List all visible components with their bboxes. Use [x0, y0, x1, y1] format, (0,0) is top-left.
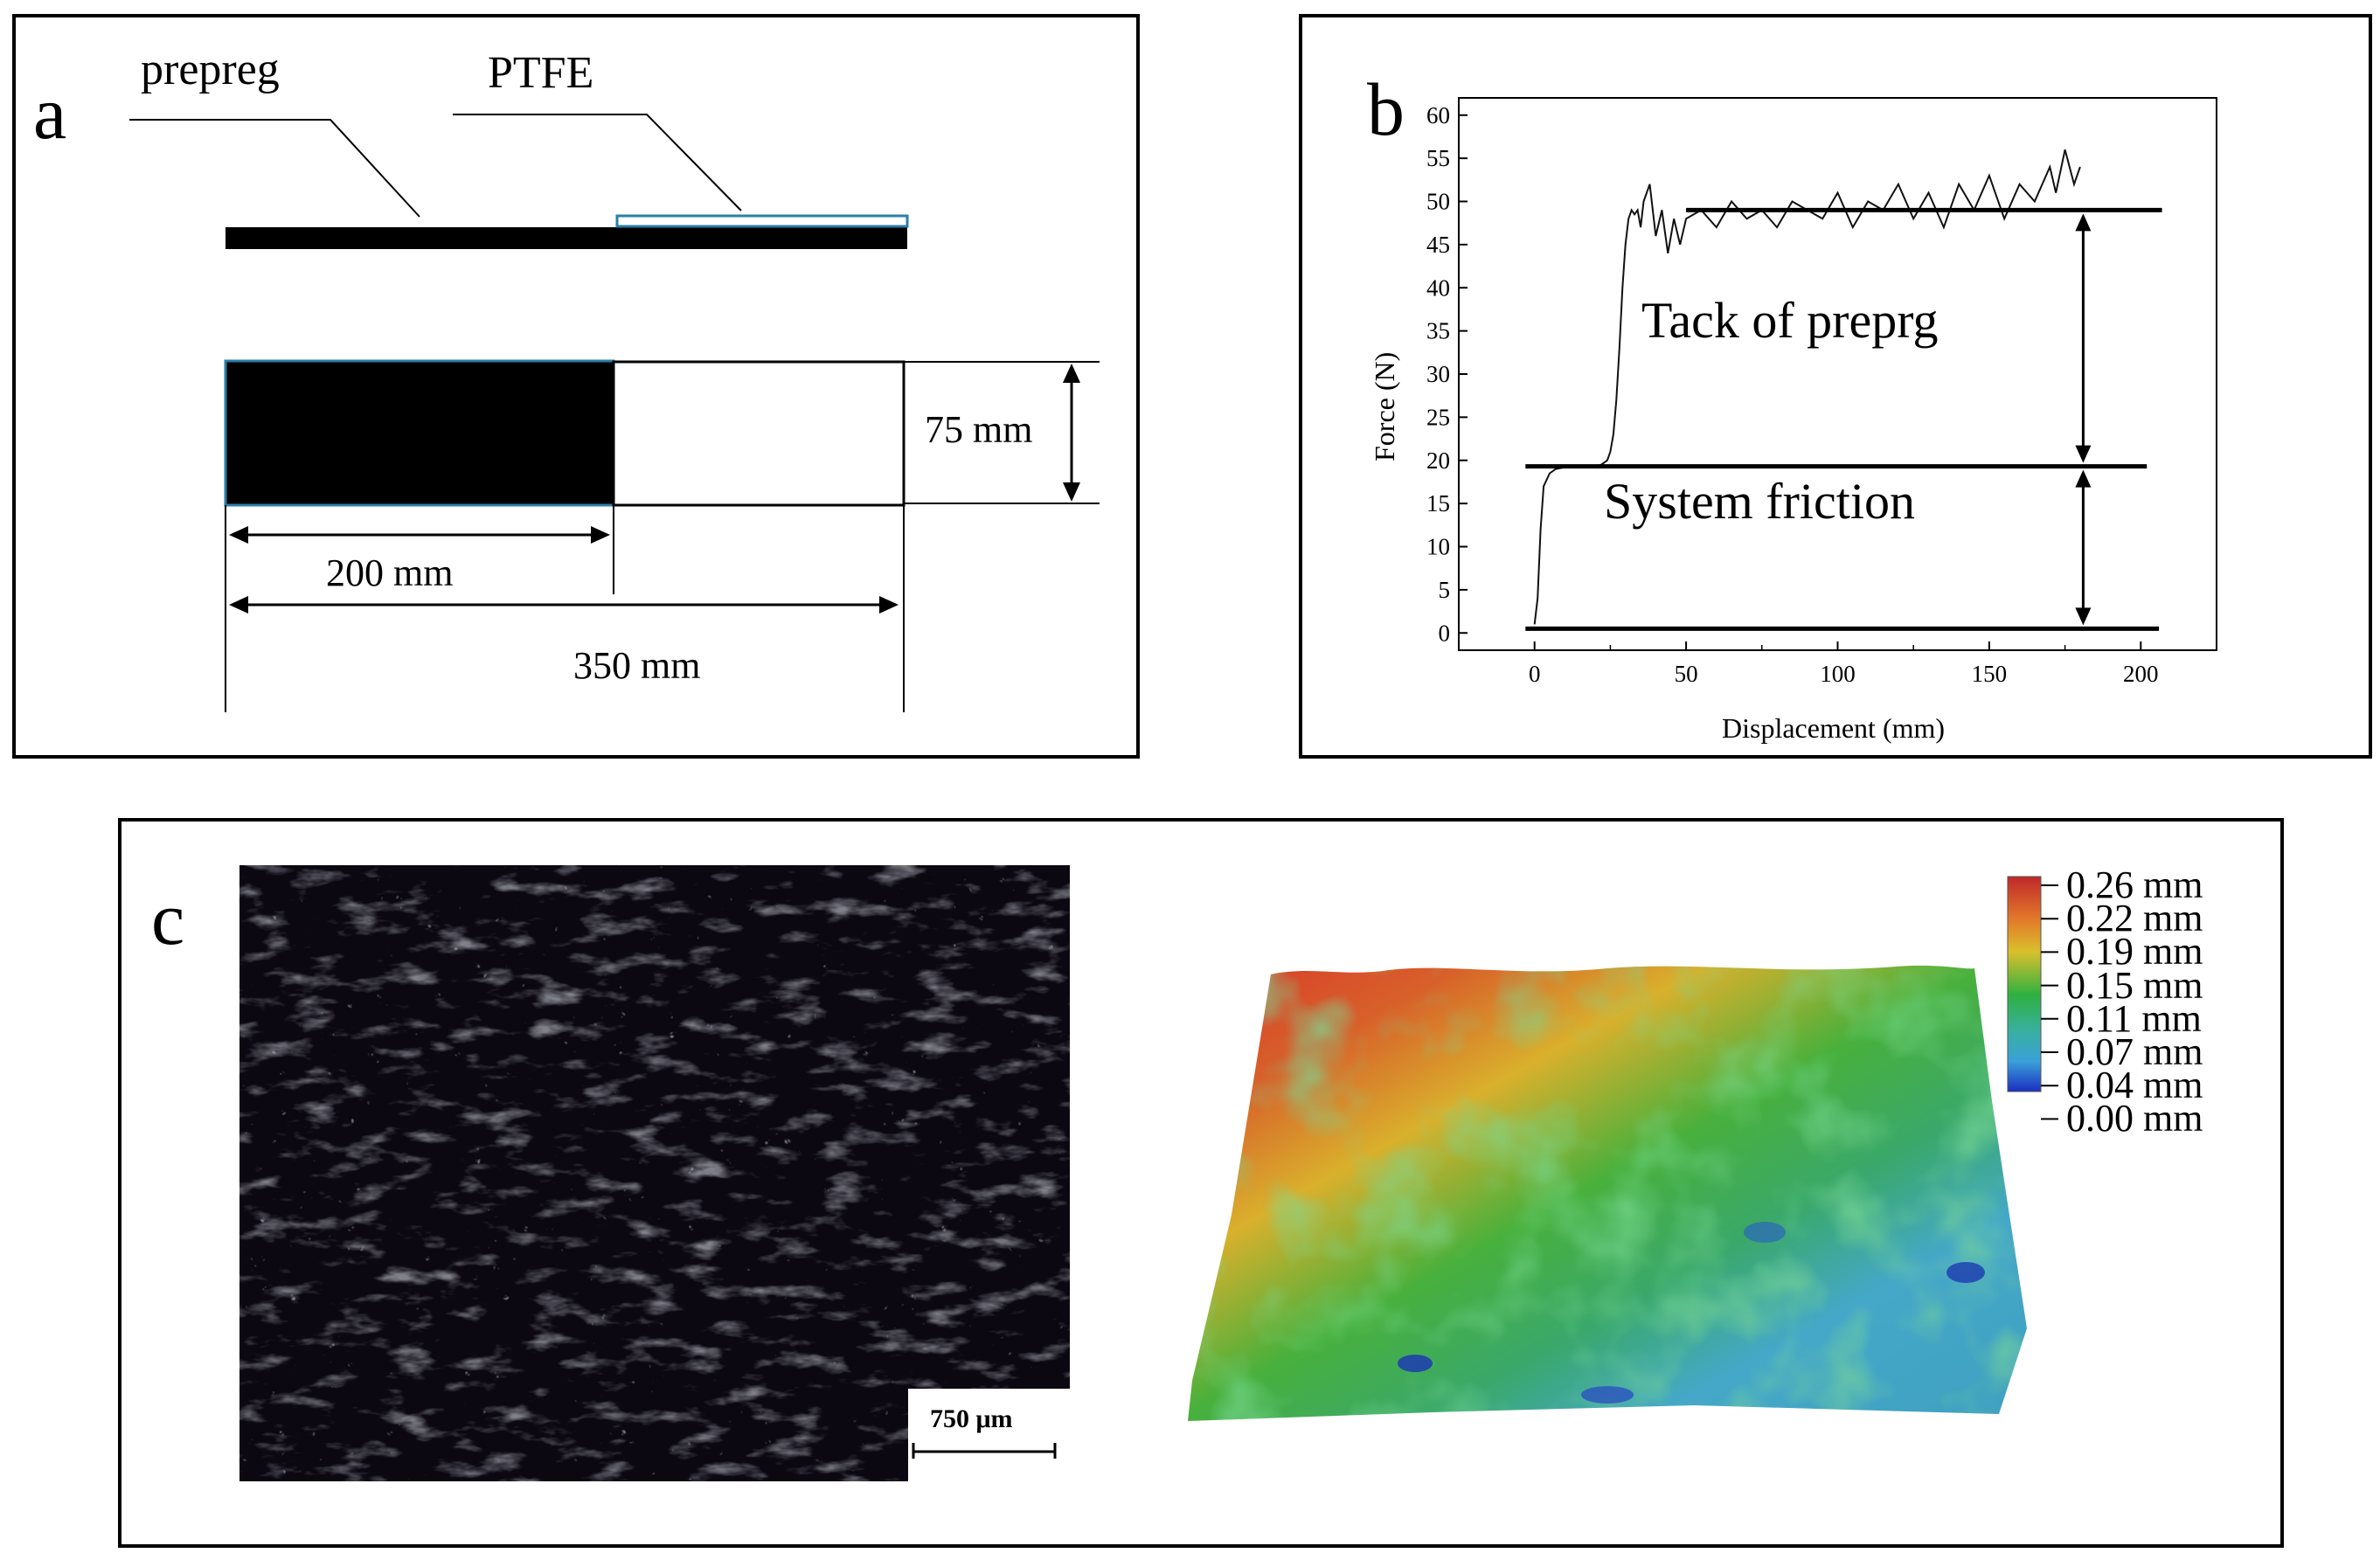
colorbar-label: 0.19 mm — [2066, 930, 2203, 974]
scale-bar-box: 750 μm — [908, 1389, 1070, 1481]
annotation-tack: Tack of preprg — [1641, 292, 1939, 349]
prepreg-area-top-view — [224, 359, 615, 507]
dim-350-label: 350 mm — [573, 644, 701, 687]
force-curve — [1533, 149, 2081, 625]
dim-200-label: 200 mm — [326, 551, 454, 594]
micrograph-texture — [239, 865, 1070, 1481]
x-tick-label: 200 — [2123, 661, 2159, 687]
prepreg-strip-side-view — [226, 227, 907, 249]
panel-label-b: b — [1367, 67, 1405, 151]
y-tick-label: 15 — [1426, 490, 1450, 517]
colorbar-label: 0.04 mm — [2066, 1064, 2203, 1107]
y-tick-label: 10 — [1426, 534, 1450, 560]
dim-75-label: 75 mm — [925, 408, 1033, 451]
prepreg-leader-line — [129, 119, 420, 218]
panel-c: c 750 μm — [118, 818, 2284, 1548]
tack-arrow-head-top — [2075, 213, 2092, 232]
x-tick-label: 50 — [1675, 661, 1698, 687]
ptfe-leader-line — [453, 114, 742, 211]
scale-bar — [912, 1443, 1057, 1459]
y-tick-label: 30 — [1426, 361, 1450, 387]
x-tick-label: 0 — [1529, 661, 1541, 687]
colorbar-label: 0.26 mm — [2066, 863, 2203, 906]
friction-arrow-head-bottom — [2075, 607, 2092, 626]
colorbar-label: 0.11 mm — [2066, 996, 2202, 1040]
colorbar — [2007, 876, 2042, 1092]
y-tick-label: 5 — [1439, 577, 1451, 603]
plot-frame — [1458, 97, 2217, 651]
schematic-drawing — [129, 114, 1100, 712]
surface-topography-3d — [1188, 876, 2058, 1421]
y-tick-label: 40 — [1426, 274, 1450, 301]
ptfe-label: PTFE — [488, 48, 594, 98]
y-axis-label: Force (N) — [1369, 351, 1400, 461]
friction-arrow-head-top — [2075, 469, 2092, 488]
y-tick-label: 50 — [1426, 189, 1450, 215]
x-tick-label: 100 — [1820, 661, 1856, 687]
x-tick-label: 150 — [1972, 661, 2008, 687]
force-displacement-chart: 0 5 10 15 20 25 30 35 40 45 50 55 60 0 50 100 150 200 — [1426, 97, 2217, 687]
colorbar-label: 0.00 mm — [2066, 1097, 2203, 1140]
prepreg-surface-micrograph — [239, 865, 1070, 1481]
y-tick-label: 55 — [1426, 145, 1450, 171]
y-tick-label: 45 — [1426, 232, 1450, 258]
colorbar-ticks — [2041, 884, 2058, 1120]
colorbar-label: 0.15 mm — [2066, 963, 2203, 1007]
y-tick-label: 60 — [1426, 102, 1450, 128]
panel-a: a prepreg PTFE 75 mm 200 mm 350 mm — [12, 14, 1140, 759]
x-axis-label: Displacement (mm) — [1722, 712, 1946, 744]
y-tick-label: 20 — [1426, 447, 1450, 474]
annotation-friction: System friction — [1604, 473, 1916, 530]
prepreg-label: prepreg — [141, 45, 280, 94]
y-tick-label: 25 — [1426, 404, 1450, 430]
panel-label-c: c — [151, 877, 185, 960]
colorbar-label: 0.07 mm — [2066, 1030, 2203, 1073]
colorbar-label: 0.22 mm — [2066, 897, 2203, 940]
ptfe-film-side-view — [615, 214, 909, 228]
y-tick-label: 0 — [1439, 620, 1451, 646]
ptfe-area-top-view — [612, 360, 906, 507]
scale-bar-label: 750 μm — [930, 1404, 1013, 1433]
panel-b: b 0 5 10 15 20 25 30 35 40 45 50 55 60 0 50 100 150 200 D… — [1299, 14, 2372, 759]
y-tick-label: 35 — [1426, 318, 1450, 344]
tack-arrow-head-bottom — [2075, 445, 2092, 463]
panel-label-a: a — [33, 71, 67, 155]
